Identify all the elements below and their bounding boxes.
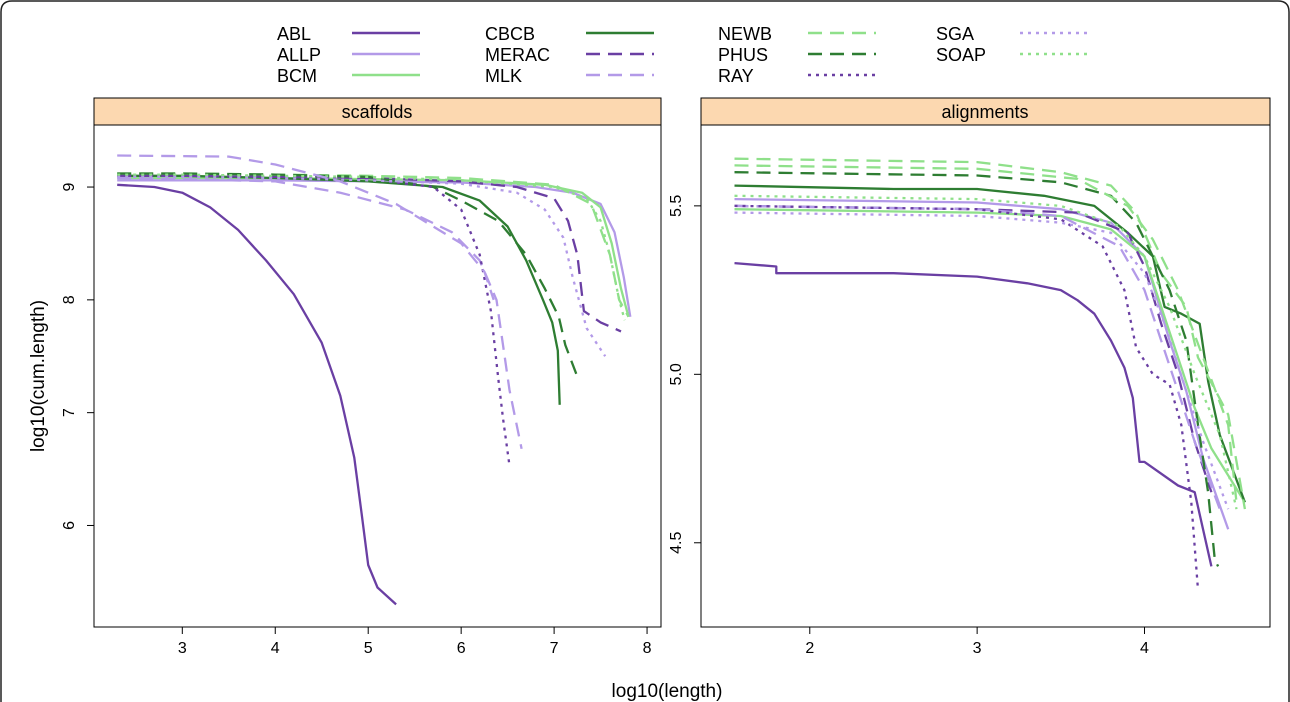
- y-axis-label: log10(cum.length): [28, 300, 49, 452]
- series-line-ray: [117, 174, 511, 466]
- series-line-bcm: [734, 208, 1246, 503]
- legend-label: PHUS: [718, 45, 768, 65]
- legend-label: SGA: [936, 24, 974, 44]
- y-tick-label: 8: [61, 295, 78, 304]
- x-tick-label: 6: [457, 640, 466, 657]
- x-tick-label: 7: [550, 640, 559, 657]
- axis-ticks-scaffolds: 3 4 5 6 7 8 6 7 8 9: [61, 182, 652, 657]
- y-tick-label: 9: [61, 182, 78, 191]
- x-tick-label: 4: [1140, 640, 1149, 657]
- series-line-mlk: [117, 176, 523, 450]
- series-line-soap: [734, 194, 1238, 510]
- legend-label: SOAP: [936, 45, 986, 65]
- x-tick-label: 3: [973, 640, 982, 657]
- legend-label: ABL: [277, 24, 311, 44]
- series-lines-scaffolds: [117, 154, 632, 606]
- series-line-phus: [734, 171, 1220, 567]
- series-line-merac: [117, 174, 622, 333]
- panel-alignments: alignments 2 3 4 4.5 5.0 5.5: [668, 97, 1271, 657]
- legend-label: BCM: [277, 66, 317, 86]
- legend-label: MERAC: [485, 45, 550, 65]
- legend-label: MLK: [485, 66, 522, 86]
- y-tick-label: 6: [61, 521, 78, 530]
- series-line-abl: [734, 261, 1213, 567]
- y-tick-label: 5.0: [668, 363, 685, 385]
- axis-ticks-alignments: 2 3 4 4.5 5.0 5.5: [668, 195, 1149, 657]
- series-line-allp: [734, 197, 1230, 530]
- x-tick-label: 3: [178, 640, 187, 657]
- series-line-cbcb: [117, 174, 561, 405]
- series-line-ray: [734, 204, 1200, 590]
- series-line-allp: [117, 179, 632, 317]
- y-tick-label: 4.5: [668, 532, 685, 554]
- y-tick-label: 7: [61, 408, 78, 417]
- panel-title-scaffolds: scaffolds: [342, 102, 413, 122]
- series-line-phus: [117, 172, 579, 378]
- plot-area-scaffolds: [93, 124, 662, 628]
- series-line-merac: [734, 204, 1213, 493]
- series-line-newb: [734, 164, 1238, 503]
- panel-title-alignments: alignments: [941, 102, 1028, 122]
- legend-label: RAY: [718, 66, 754, 86]
- plot-area-alignments: [700, 124, 1271, 628]
- series-line-mlk: [734, 204, 1221, 510]
- legend-label: CBCB: [485, 24, 535, 44]
- x-tick-label: 5: [364, 640, 373, 657]
- series-lines-alignments: [734, 157, 1247, 590]
- x-tick-label: 4: [271, 640, 280, 657]
- panel-scaffolds: scaffolds 3 4 5 6 7 8 6 7 8 9: [61, 97, 662, 657]
- legend-label: NEWB: [718, 24, 772, 44]
- series-line-soap: [117, 173, 626, 321]
- x-tick-label: 2: [805, 640, 814, 657]
- series-line-mlk: [117, 154, 495, 301]
- x-axis-label: log10(length): [612, 681, 723, 702]
- y-tick-label: 5.5: [668, 195, 685, 217]
- legend-label: ALLP: [277, 45, 321, 65]
- series-line-abl: [117, 183, 397, 606]
- strip-scaffolds: [93, 97, 662, 126]
- series-line-newb: [117, 172, 630, 318]
- x-tick-label: 8: [643, 640, 652, 657]
- series-line-sga: [117, 175, 607, 357]
- strip-alignments: [700, 97, 1271, 126]
